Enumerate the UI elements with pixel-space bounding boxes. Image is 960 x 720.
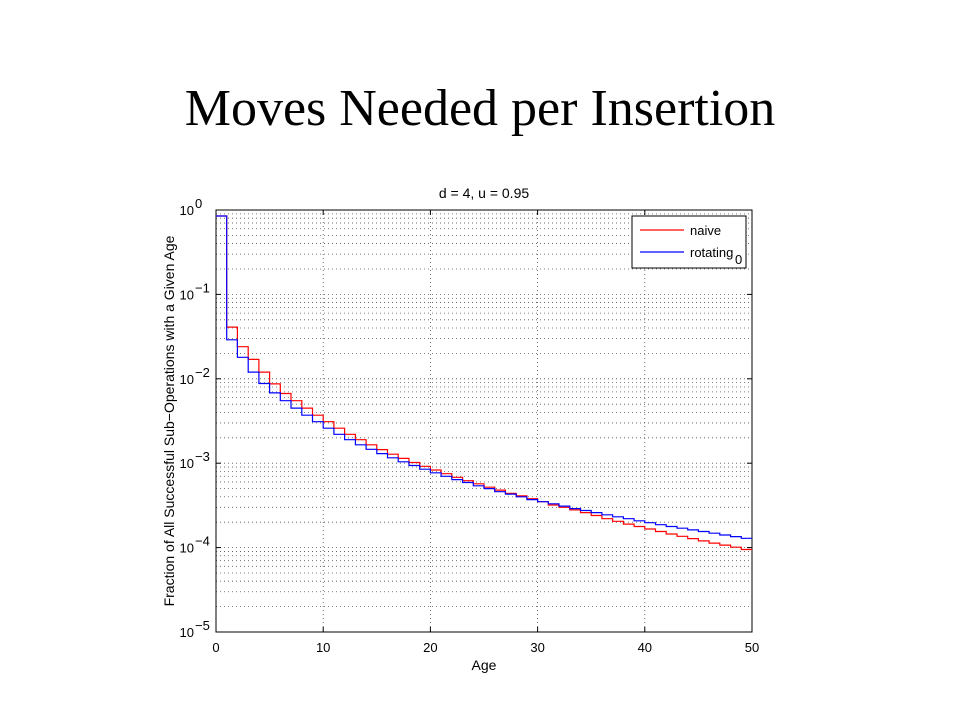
series-lines: [216, 215, 752, 551]
y-tick-exponent: −5: [195, 618, 210, 633]
legend-label-rotating: rotating: [690, 245, 733, 260]
slide-title: Moves Needed per Insertion: [184, 80, 776, 137]
y-tick-exponent: −1: [195, 280, 210, 295]
legend: naive rotating 0: [631, 215, 747, 269]
y-tick-exponent: −2: [195, 365, 210, 380]
y-tick-exponent: 0: [195, 196, 202, 211]
grid: [216, 210, 752, 632]
x-tick-label: 50: [745, 640, 759, 655]
y-tick-label: 10: [180, 541, 194, 556]
x-tick-label: 0: [212, 640, 219, 655]
y-tick-label: 10: [180, 625, 194, 640]
chart-title: d = 4, u = 0.95: [439, 185, 530, 201]
y-tick-exponent: −4: [195, 534, 210, 549]
y-tick-label: 10: [180, 456, 194, 471]
plot-area: [215, 209, 753, 633]
x-axis-label: Age: [472, 657, 497, 673]
x-tick-label: 10: [316, 640, 330, 655]
y-tick-exponent: −3: [195, 449, 210, 464]
y-tick-label: 10: [180, 203, 194, 218]
legend-stray-label: 0: [735, 252, 742, 267]
y-axis-label: Fraction of All Successful Sub−Operation…: [161, 235, 177, 606]
x-tick-label: 20: [423, 640, 437, 655]
legend-box: [631, 215, 747, 269]
x-tick-label: 40: [638, 640, 652, 655]
series-line-rotating: [216, 215, 752, 539]
x-tick-label: 30: [530, 640, 544, 655]
y-tick-label: 10: [180, 372, 194, 387]
y-tick-label: 10: [180, 287, 194, 302]
legend-label-naive: naive: [690, 223, 721, 238]
